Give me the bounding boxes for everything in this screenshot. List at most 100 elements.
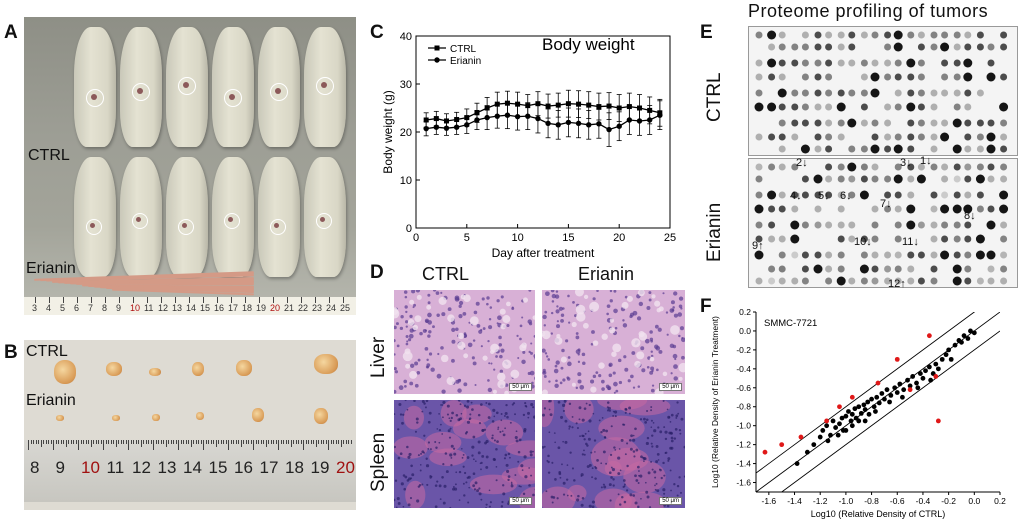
lymphocyte (670, 413, 674, 417)
lymphocyte (550, 495, 554, 499)
data-point (900, 394, 905, 400)
arrow-number: 11 (902, 236, 914, 248)
blot-spot (814, 119, 822, 127)
lymphocyte (548, 431, 551, 434)
cell-nucleus (550, 311, 554, 315)
blot-spot (930, 277, 938, 285)
lymphocyte (650, 442, 653, 445)
lymphocyte (562, 403, 566, 407)
cell-nucleus (544, 310, 548, 314)
lymphocyte (669, 421, 672, 423)
blot-spot (754, 102, 764, 112)
ruler-number: 12 (132, 458, 151, 477)
cell-nucleus (409, 314, 413, 319)
lymphocyte (452, 486, 455, 488)
ruler-number: 17 (228, 303, 239, 313)
cell-nucleus (592, 297, 596, 301)
blot-spot (953, 89, 961, 97)
blot-spot (778, 235, 786, 243)
blot-spot (986, 220, 996, 230)
y-tick-label: 0.0 (739, 326, 751, 336)
ruler-tick (113, 440, 114, 444)
blot-spot (964, 265, 972, 273)
ruler-tick (175, 297, 176, 303)
blot-spot (930, 145, 938, 153)
blot-spot (916, 174, 926, 184)
lymphocyte (449, 419, 452, 423)
lymphocyte (449, 453, 453, 457)
ruler-tick (198, 440, 199, 444)
data-point (454, 117, 460, 123)
lymphocyte (623, 483, 626, 486)
cell-nucleus (609, 299, 613, 303)
cell-nucleus (506, 323, 510, 328)
lymphocyte (500, 505, 504, 508)
blot-spot (907, 265, 915, 273)
cell-nucleus (607, 387, 611, 391)
cell-nucleus (463, 332, 467, 335)
cell-nucleus (451, 358, 455, 363)
lymphocyte (485, 507, 488, 508)
sinusoid (621, 301, 629, 309)
lymphocyte (654, 488, 657, 491)
tumor-spot (321, 82, 327, 88)
lymphocyte (480, 468, 482, 471)
data-point (606, 126, 612, 133)
blot-spot (976, 277, 984, 285)
mouse-ctrl (212, 27, 254, 147)
lymphocyte (551, 461, 554, 464)
lymphocyte (622, 485, 625, 489)
lymphocyte (543, 445, 546, 448)
cell-nucleus (498, 343, 503, 347)
lymphocyte (586, 444, 589, 447)
lymphocyte (619, 469, 622, 472)
cell-nucleus (613, 290, 617, 293)
lymphocyte (668, 416, 671, 419)
lymphocyte (610, 466, 613, 469)
cell-nucleus (427, 293, 431, 297)
blot-spot (964, 175, 972, 183)
panel-d-label: D (370, 262, 384, 283)
cell-nucleus (666, 333, 669, 336)
lymphocyte (402, 413, 405, 416)
cell-nucleus (468, 321, 471, 324)
blot-spot (953, 221, 961, 229)
blot-spot (941, 73, 949, 81)
lymphocyte (605, 462, 608, 465)
blot-spot (930, 119, 938, 127)
ruler-tick (125, 440, 127, 444)
blot-spot (930, 103, 938, 111)
chart-title: SMMC-7721 (764, 318, 817, 329)
blot-spot (755, 175, 763, 183)
cell-nucleus (559, 381, 563, 385)
lymphocyte (592, 412, 595, 415)
blot-spot (767, 190, 777, 200)
lymphocyte (610, 476, 613, 479)
lymphocyte (502, 433, 506, 437)
red-pulp (424, 431, 462, 454)
cell-nucleus (624, 295, 628, 299)
lymphocyte (515, 439, 519, 443)
outlier-point (849, 394, 855, 400)
data-point (514, 113, 521, 120)
blot-spot (848, 43, 856, 51)
lymphocyte (477, 440, 481, 444)
cell-nucleus (472, 339, 476, 342)
sinusoid (583, 294, 589, 300)
blot-spot (825, 265, 833, 273)
data-point (535, 101, 541, 107)
data-point (862, 407, 868, 412)
lymphocyte (429, 476, 432, 479)
lymphocyte (436, 480, 439, 483)
data-point (596, 104, 602, 110)
blot-spot (893, 174, 903, 184)
x-tick-label: 0.0 (968, 496, 980, 506)
blot-spot (801, 103, 809, 111)
ruler-tick (301, 297, 302, 303)
blot-spot (999, 190, 1009, 200)
lymphocyte (471, 454, 474, 457)
ruler-tick (138, 440, 139, 444)
data-point (555, 102, 561, 108)
lymphocyte (664, 437, 668, 441)
lymphocyte (578, 406, 582, 410)
